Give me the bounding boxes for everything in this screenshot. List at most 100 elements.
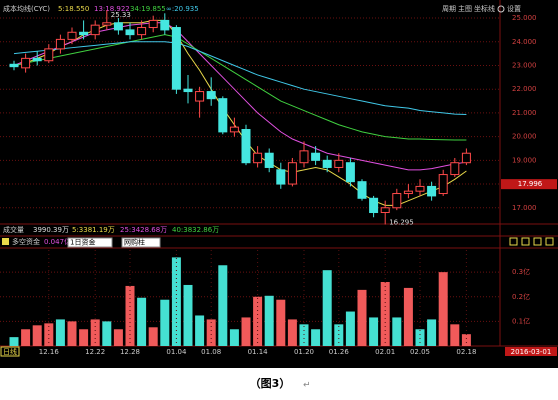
candle-body: [253, 152, 263, 164]
candle-body: [55, 38, 65, 50]
x-tick-label: 02.05: [410, 348, 430, 356]
volume-value: 3990.39万: [33, 226, 69, 234]
candle-body: [195, 91, 205, 102]
period-box[interactable]: [0, 346, 20, 357]
volume-title: 成交量: [3, 225, 24, 234]
date-box: [505, 347, 557, 356]
toolbar-item[interactable]: 设置: [507, 4, 521, 13]
y-tick-label: 0.3亿: [512, 267, 530, 276]
candle-body: [206, 91, 216, 100]
bar: [334, 324, 344, 346]
y-tick-label: 23.000: [512, 61, 537, 69]
toolbar-item[interactable]: 主图: [458, 4, 472, 13]
bar: [195, 315, 205, 346]
panel-icon[interactable]: [545, 237, 554, 246]
bar-subtitle: 0.047亿: [44, 237, 71, 246]
panel-icon[interactable]: [521, 237, 530, 246]
price-marker-box: [501, 179, 557, 190]
y-tick-label: 0.1亿: [512, 316, 530, 325]
x-tick-label: 01.08: [201, 348, 221, 356]
period-select-text: 1日资金: [70, 238, 95, 247]
x-tick-label: 01.20: [294, 348, 314, 356]
bar: [438, 272, 448, 346]
x-tick-label: 02.18: [456, 348, 476, 356]
candle-body: [369, 197, 379, 214]
period-select[interactable]: [67, 237, 113, 248]
high-annotation: 25.33: [111, 11, 131, 19]
settings-icon[interactable]: [497, 5, 505, 13]
style-select-text: 网购柱: [124, 238, 145, 247]
toolbar-item[interactable]: 坐标线: [474, 4, 495, 13]
candle-body: [450, 162, 460, 176]
candle-body: [345, 162, 355, 183]
candle-body: [9, 63, 19, 68]
bar: [311, 329, 321, 346]
legend-entry: 13:18.922: [94, 5, 130, 13]
candle-body: [438, 174, 448, 195]
period-label: 日线: [3, 347, 17, 356]
y-tick-label: 20.000: [512, 133, 537, 141]
style-select[interactable]: [121, 237, 161, 248]
bar: [21, 329, 31, 346]
y-tick-label: 21.000: [512, 109, 537, 117]
candle-body: [241, 129, 251, 164]
low-annotation: 16.295: [389, 218, 414, 226]
bar: [9, 337, 19, 346]
candle-body: [171, 27, 181, 90]
candle-body: [44, 48, 54, 62]
bar-title: 多空资金: [12, 237, 40, 246]
bar: [137, 297, 147, 346]
y-tick-label: 22.000: [512, 85, 537, 93]
panel-icon[interactable]: [509, 237, 518, 246]
ma-line: [13, 41, 467, 115]
y-tick-label: 19.000: [512, 156, 537, 164]
ma-line: [13, 19, 467, 206]
x-tick-label: 12.28: [120, 348, 140, 356]
bar: [369, 317, 379, 346]
y-tick-label: 25.000: [512, 14, 537, 22]
ma-line: [13, 34, 467, 141]
candle-body: [90, 24, 100, 36]
candle-body: [183, 88, 193, 93]
bar: [461, 334, 471, 346]
candle-body: [137, 27, 147, 36]
toolbar-item[interactable]: 周期: [442, 5, 456, 13]
bar: [276, 299, 286, 346]
volume-value: 40:3832.86万: [172, 226, 219, 234]
bar: [253, 296, 263, 346]
candle-body: [427, 185, 437, 197]
bar: [287, 319, 297, 346]
x-tick-label: 12.22: [85, 348, 105, 356]
candle-body: [322, 159, 332, 168]
volume-value: 25:3428.68万: [120, 226, 167, 234]
bar: [102, 321, 112, 346]
bar: [148, 327, 158, 346]
y-tick-label: 17.000: [512, 204, 537, 212]
candle-body: [276, 169, 286, 185]
candle-body: [380, 207, 390, 214]
legend-entry: 5:18.550: [58, 5, 89, 13]
candle-body: [21, 57, 31, 69]
bar: [206, 319, 216, 346]
bar: [403, 287, 413, 346]
x-tick-label: 01.26: [329, 348, 350, 356]
candle-body: [160, 19, 170, 31]
candle-body: [403, 190, 413, 195]
candle-body: [218, 98, 228, 133]
bar: [392, 317, 402, 346]
bar: [183, 284, 193, 346]
bar: [229, 329, 239, 346]
help-icon[interactable]: [2, 238, 9, 245]
chart-title: 成本均线(CYC): [3, 4, 50, 13]
panel-icon[interactable]: [533, 237, 542, 246]
bar: [160, 299, 170, 346]
candle-body: [415, 185, 425, 192]
bar: [67, 321, 77, 346]
candle-body: [67, 31, 77, 40]
x-tick-label: 02.01: [375, 348, 395, 356]
bar: [125, 285, 135, 346]
candle-body: [264, 152, 274, 168]
bar: [113, 329, 123, 346]
ma-line: [13, 22, 467, 171]
